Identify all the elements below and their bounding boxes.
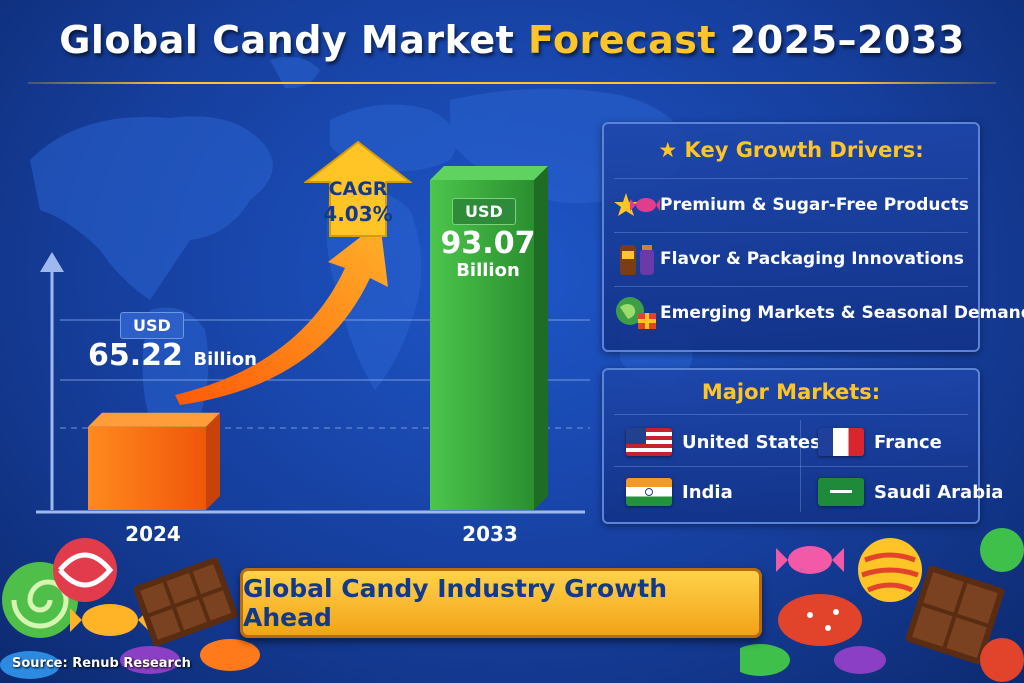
market-item-india: India — [626, 472, 733, 512]
unit-2033: Billion — [456, 260, 520, 281]
major-markets-panel: Major Markets: United States France Indi… — [602, 368, 1003, 524]
bar-front-2024 — [88, 426, 206, 510]
market-name: United States — [682, 431, 821, 453]
driver-label: Flavor & Packaging Innovations — [660, 249, 964, 269]
unit-2024: Billion — [193, 349, 257, 370]
title-years: 2025–2033 — [716, 18, 965, 62]
growth-banner: Global Candy Industry Growth Ahead — [240, 568, 762, 638]
market-item-france: France — [818, 422, 942, 462]
bar-2024 — [88, 412, 220, 510]
markets-divider — [614, 414, 968, 415]
title-highlight: Forecast — [528, 18, 717, 62]
growth-drivers-panel: ★ Key Growth Drivers: Premium & Sugar-Fr… — [602, 122, 1024, 352]
drivers-heading: ★ Key Growth Drivers: — [604, 138, 978, 162]
title-text: Global Candy Market — [59, 18, 529, 62]
us-flag-icon — [626, 428, 672, 456]
value-2024: 65.22 — [88, 338, 183, 373]
star-candy-icon — [614, 185, 660, 225]
driver-item: Flavor & Packaging Innovations — [614, 232, 968, 285]
usd-tag-2033: USD — [452, 198, 516, 225]
markets-divider-vertical — [800, 420, 801, 512]
bar-side-2033 — [534, 166, 548, 510]
value-2033: 93.07 — [440, 226, 536, 261]
driver-label: Premium & Sugar-Free Products — [660, 195, 969, 215]
markets-divider — [614, 466, 968, 467]
market-name: France — [874, 431, 942, 453]
candy-pile-right-icon — [740, 528, 1024, 682]
value-label-2024: 65.22 Billion — [88, 338, 257, 373]
growth-arrow — [175, 222, 388, 405]
globe-gift-icon — [614, 293, 660, 333]
bar-front-2033 — [430, 180, 534, 510]
title-divider — [28, 82, 996, 84]
page-title: Global Candy Market Forecast 2025–2033 — [0, 18, 1024, 62]
x-tick-2033: 2033 — [462, 522, 518, 546]
banner-text: Global Candy Industry Growth Ahead — [243, 574, 668, 632]
cagr-label: CAGR — [328, 178, 388, 200]
candy-jar-icon — [614, 239, 660, 279]
usd-tag-2024: USD — [120, 312, 184, 339]
drivers-heading-text: Key Growth Drivers: — [684, 138, 924, 162]
cagr-value: 4.03% — [323, 202, 393, 226]
x-tick-2024: 2024 — [125, 522, 181, 546]
saudi-flag-icon — [818, 478, 864, 506]
bar-2033 — [430, 166, 548, 510]
market-name: Saudi Arabia — [874, 481, 1004, 503]
market-item-united-states: United States — [626, 422, 821, 462]
driver-item: Premium & Sugar-Free Products — [614, 178, 969, 231]
france-flag-icon — [818, 428, 864, 456]
market-item-saudi-arabia: Saudi Arabia — [818, 472, 1003, 512]
india-flag-icon — [626, 478, 672, 506]
cagr-badge-arrow-icon — [304, 140, 412, 237]
market-name: India — [682, 481, 733, 503]
driver-item: Emerging Markets & Seasonal Demand — [614, 286, 1024, 339]
y-axis-arrow-icon — [40, 252, 64, 272]
bar-top-2024 — [88, 412, 220, 427]
bar-top-2033 — [430, 166, 548, 180]
bar-side-2024 — [206, 412, 220, 510]
star-icon: ★ — [658, 138, 678, 162]
markets-heading: Major Markets: — [701, 380, 881, 404]
source-credit: Source: Renub Research — [12, 656, 191, 671]
driver-label: Emerging Markets & Seasonal Demand — [660, 303, 1024, 323]
